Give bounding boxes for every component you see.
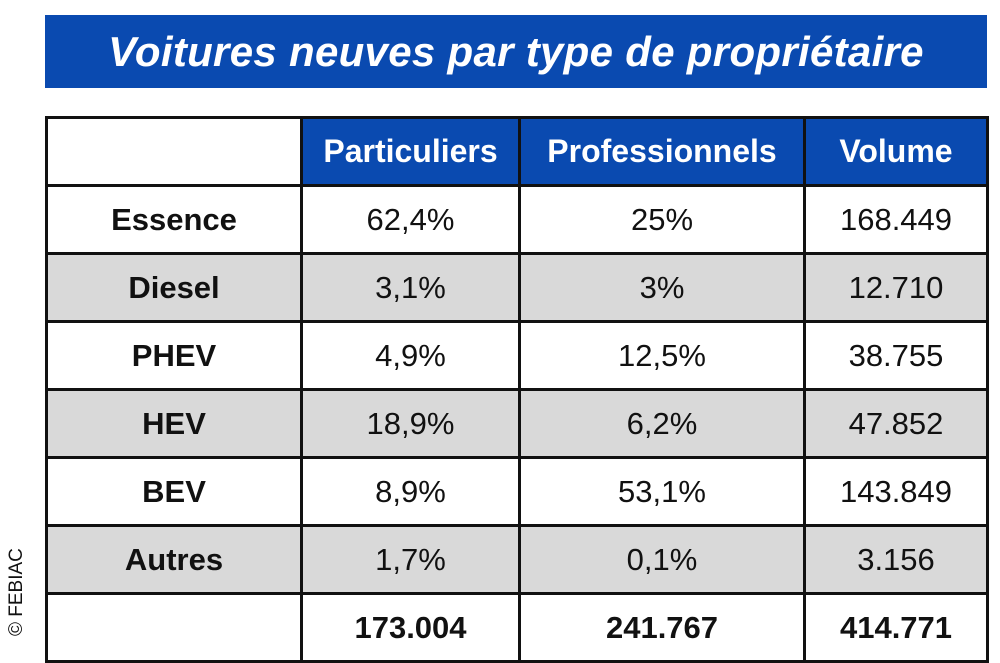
cell-professionnels: 25%: [518, 184, 806, 255]
title-banner: Voitures neuves par type de propriétaire: [45, 15, 987, 88]
cell-volume: 143.849: [803, 456, 989, 527]
row-label: BEV: [45, 456, 303, 527]
header-corner-cell: [45, 116, 303, 187]
cell-professionnels: 6,2%: [518, 388, 806, 459]
cell-professionnels: 12,5%: [518, 320, 806, 391]
cell-particuliers: 3,1%: [300, 252, 521, 323]
owner-type-table: Particuliers Professionnels Volume Essen…: [45, 116, 989, 663]
cell-volume: 12.710: [803, 252, 989, 323]
table-row-diesel: Diesel 3,1% 3% 12.710: [45, 252, 989, 323]
cell-professionnels: 3%: [518, 252, 806, 323]
cell-particuliers: 18,9%: [300, 388, 521, 459]
table-row-totals: 173.004 241.767 414.771: [45, 592, 989, 663]
row-label: HEV: [45, 388, 303, 459]
table-header-row: Particuliers Professionnels Volume: [45, 116, 989, 187]
row-label: Diesel: [45, 252, 303, 323]
table-row-bev: BEV 8,9% 53,1% 143.849: [45, 456, 989, 527]
cell-volume: 38.755: [803, 320, 989, 391]
copyright-notice: © FEBIAC: [6, 548, 27, 636]
cell-volume: 168.449: [803, 184, 989, 255]
cell-particuliers: 8,9%: [300, 456, 521, 527]
header-professionnels: Professionnels: [518, 116, 806, 187]
row-label: Essence: [45, 184, 303, 255]
cell-professionnels: 53,1%: [518, 456, 806, 527]
cell-volume: 3.156: [803, 524, 989, 595]
page-title: Voitures neuves par type de propriétaire: [108, 27, 924, 75]
total-professionnels: 241.767: [518, 592, 806, 663]
cell-professionnels: 0,1%: [518, 524, 806, 595]
cell-particuliers: 4,9%: [300, 320, 521, 391]
header-volume: Volume: [803, 116, 989, 187]
cell-volume: 47.852: [803, 388, 989, 459]
cell-particuliers: 62,4%: [300, 184, 521, 255]
table-row-autres: Autres 1,7% 0,1% 3.156: [45, 524, 989, 595]
total-particuliers: 173.004: [300, 592, 521, 663]
cell-particuliers: 1,7%: [300, 524, 521, 595]
row-label: Autres: [45, 524, 303, 595]
header-particuliers: Particuliers: [300, 116, 521, 187]
table-row-essence: Essence 62,4% 25% 168.449: [45, 184, 989, 255]
table-row-hev: HEV 18,9% 6,2% 47.852: [45, 388, 989, 459]
total-label-cell: [45, 592, 303, 663]
table-row-phev: PHEV 4,9% 12,5% 38.755: [45, 320, 989, 391]
total-volume: 414.771: [803, 592, 989, 663]
row-label: PHEV: [45, 320, 303, 391]
